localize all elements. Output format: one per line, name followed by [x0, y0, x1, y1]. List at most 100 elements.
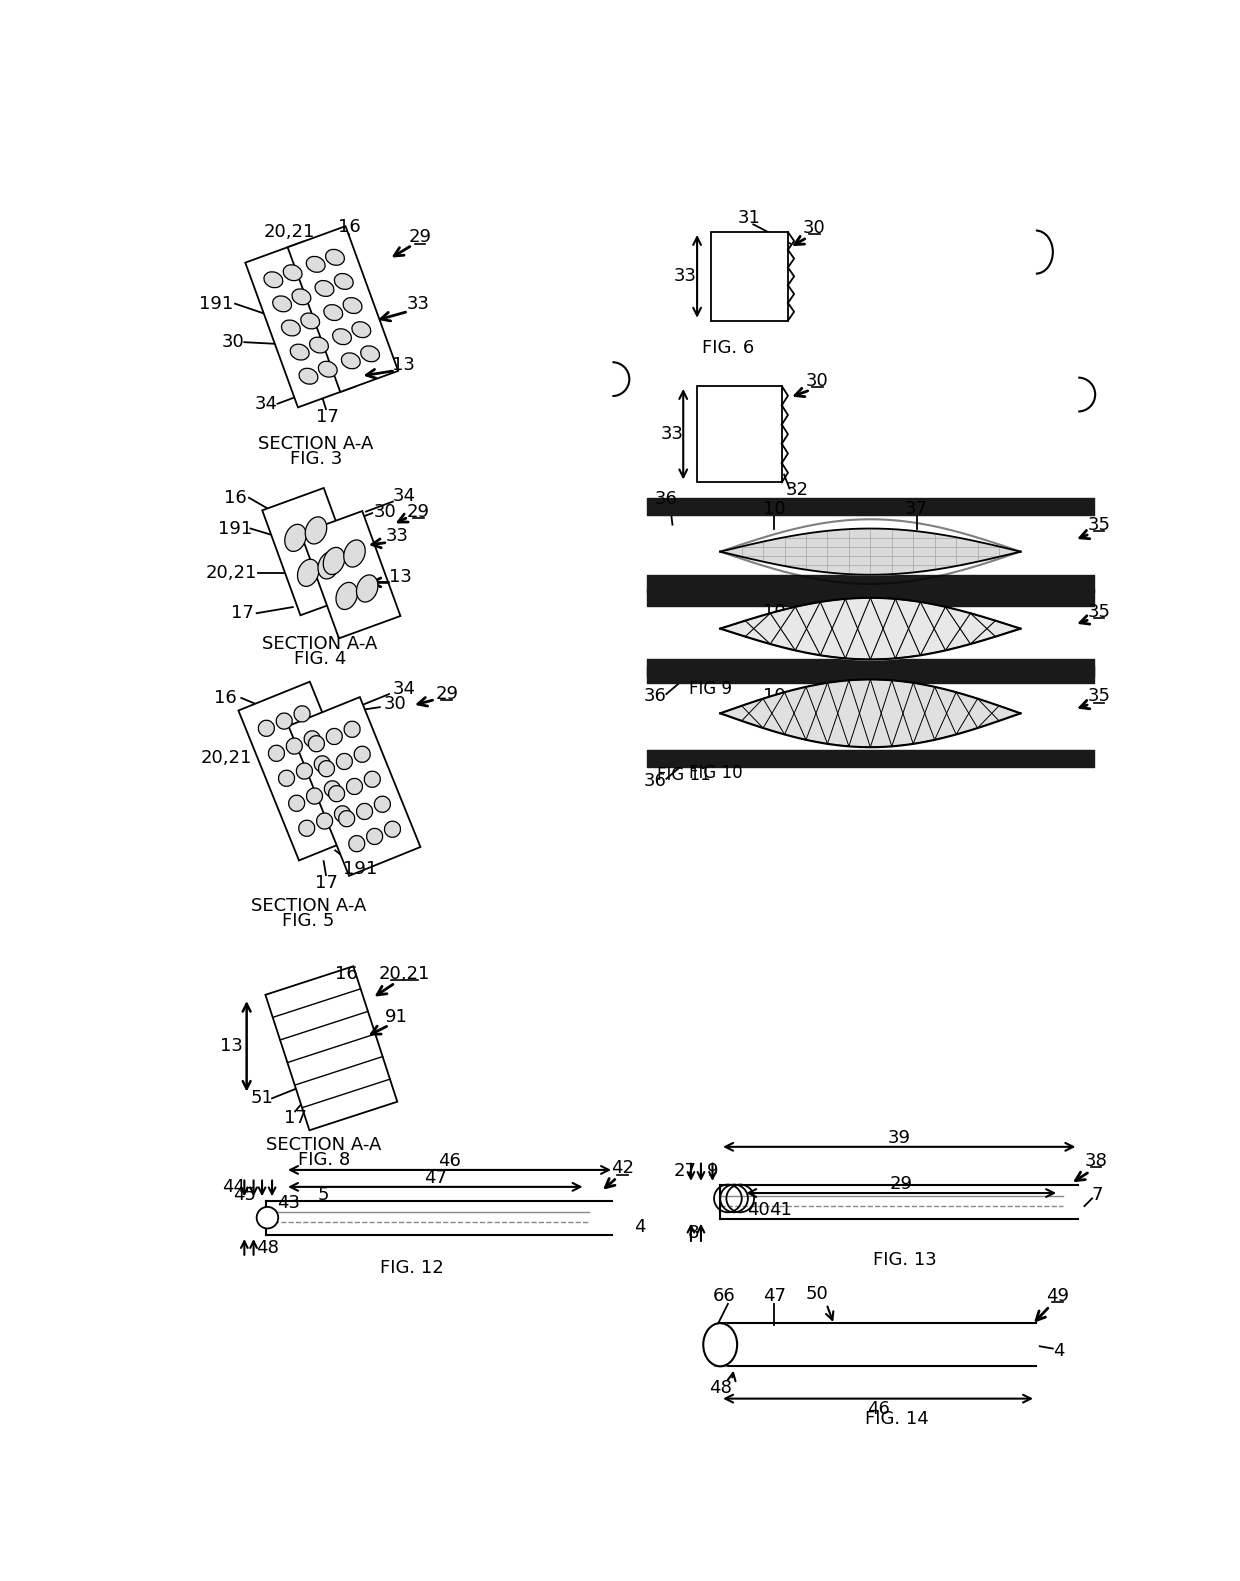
Ellipse shape: [281, 319, 300, 335]
Text: 31: 31: [738, 209, 761, 228]
Ellipse shape: [343, 721, 360, 737]
Polygon shape: [288, 226, 398, 392]
Text: 191: 191: [198, 294, 233, 313]
Ellipse shape: [367, 828, 383, 844]
Ellipse shape: [324, 547, 345, 574]
Text: 42: 42: [611, 1159, 634, 1178]
Text: 8: 8: [687, 1224, 699, 1243]
Text: 17: 17: [232, 604, 254, 623]
Text: 30: 30: [806, 372, 828, 389]
Text: FIG 11: FIG 11: [657, 765, 711, 784]
Ellipse shape: [365, 772, 381, 787]
Text: 30: 30: [802, 220, 826, 237]
Text: 66: 66: [713, 1287, 735, 1306]
Ellipse shape: [258, 721, 274, 737]
Text: SECTION A-A: SECTION A-A: [250, 896, 366, 915]
Polygon shape: [246, 242, 356, 408]
Ellipse shape: [332, 329, 351, 345]
Text: FIG. 12: FIG. 12: [381, 1258, 444, 1277]
Ellipse shape: [329, 786, 345, 802]
Text: 9: 9: [707, 1162, 718, 1181]
Ellipse shape: [341, 353, 361, 368]
Text: 40: 40: [748, 1202, 770, 1219]
Text: 33: 33: [675, 267, 697, 285]
Ellipse shape: [305, 517, 326, 544]
Ellipse shape: [294, 705, 310, 723]
Text: 191: 191: [342, 860, 377, 877]
Text: 43: 43: [278, 1194, 300, 1213]
Text: 39: 39: [888, 1129, 910, 1146]
Polygon shape: [238, 681, 371, 860]
Text: SECTION A-A: SECTION A-A: [265, 1135, 382, 1154]
Text: 10: 10: [763, 688, 785, 705]
Text: 20,21: 20,21: [200, 749, 252, 767]
Ellipse shape: [277, 713, 293, 729]
Text: 13: 13: [219, 1037, 243, 1055]
Text: 5: 5: [317, 1186, 330, 1203]
Text: 47: 47: [763, 1287, 786, 1306]
Text: 38: 38: [1085, 1151, 1107, 1170]
Text: 33: 33: [407, 294, 430, 313]
Text: 33: 33: [386, 526, 408, 545]
Text: 34: 34: [393, 487, 415, 506]
Text: FIG 9: FIG 9: [689, 680, 733, 697]
Text: 30: 30: [222, 334, 244, 351]
Ellipse shape: [273, 296, 291, 311]
Text: 32: 32: [786, 481, 808, 500]
Text: 48: 48: [709, 1379, 732, 1398]
Ellipse shape: [703, 1323, 737, 1366]
Ellipse shape: [315, 280, 334, 296]
Polygon shape: [289, 697, 420, 876]
Ellipse shape: [299, 821, 315, 836]
Text: 48: 48: [255, 1240, 279, 1257]
Text: 36: 36: [644, 688, 666, 705]
Text: 33: 33: [660, 425, 683, 443]
Circle shape: [257, 1206, 278, 1228]
Text: 45: 45: [233, 1186, 255, 1203]
Ellipse shape: [309, 735, 325, 753]
Text: 4: 4: [1053, 1342, 1065, 1360]
Text: 51: 51: [250, 1089, 274, 1107]
Ellipse shape: [343, 541, 366, 568]
Ellipse shape: [339, 811, 355, 827]
Text: 34: 34: [393, 680, 415, 697]
Text: 13: 13: [389, 568, 412, 587]
Text: 16: 16: [215, 689, 237, 707]
Ellipse shape: [306, 256, 325, 272]
Ellipse shape: [268, 745, 284, 762]
Ellipse shape: [279, 770, 295, 786]
Text: 7: 7: [1091, 1186, 1104, 1203]
Polygon shape: [265, 966, 397, 1130]
Text: FIG. 5: FIG. 5: [281, 912, 335, 930]
Ellipse shape: [283, 264, 303, 281]
Ellipse shape: [301, 313, 320, 329]
Ellipse shape: [355, 746, 371, 762]
Text: 10: 10: [763, 602, 785, 621]
Ellipse shape: [352, 321, 371, 338]
Text: FIG. 8: FIG. 8: [298, 1151, 350, 1168]
Ellipse shape: [343, 297, 362, 313]
Ellipse shape: [291, 289, 311, 305]
Text: FIG. 7: FIG. 7: [706, 500, 758, 519]
Ellipse shape: [304, 730, 320, 746]
Ellipse shape: [348, 836, 365, 852]
Ellipse shape: [298, 560, 319, 587]
Text: 29: 29: [408, 229, 432, 247]
Text: FIG. 13: FIG. 13: [873, 1251, 937, 1270]
Text: 16: 16: [337, 218, 361, 236]
Ellipse shape: [319, 360, 337, 378]
Text: 37: 37: [901, 602, 924, 621]
Ellipse shape: [314, 756, 330, 772]
Ellipse shape: [335, 806, 351, 822]
Text: 36: 36: [644, 772, 666, 790]
Ellipse shape: [335, 274, 353, 289]
Text: 27: 27: [675, 1162, 697, 1181]
Polygon shape: [301, 511, 401, 639]
Text: FIG 10: FIG 10: [689, 764, 743, 783]
Text: 16: 16: [223, 489, 247, 508]
Ellipse shape: [285, 525, 306, 552]
Text: 47: 47: [424, 1168, 446, 1187]
Ellipse shape: [356, 575, 378, 602]
Text: 29: 29: [407, 503, 430, 520]
Bar: [711, 232, 787, 321]
